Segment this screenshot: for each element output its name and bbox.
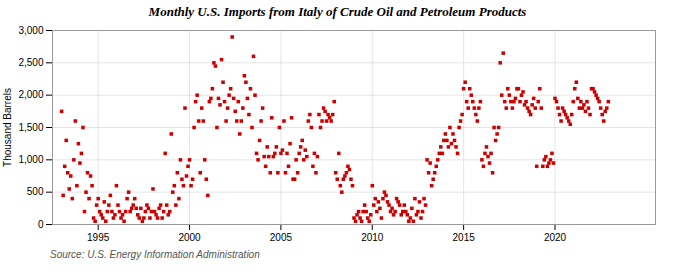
- svg-text:Thousand Barrels: Thousand Barrels: [2, 88, 13, 167]
- svg-text:2010: 2010: [361, 232, 384, 243]
- html-text:Source: U.S. Energy Informatio: Source: U.S. Energy Information Administ…: [50, 249, 260, 260]
- svg-text:3,000: 3,000: [18, 25, 43, 36]
- svg-text:2005: 2005: [270, 232, 293, 243]
- svg-text:1995: 1995: [87, 232, 110, 243]
- svg-text:2000: 2000: [178, 232, 201, 243]
- svg-text:2,500: 2,500: [18, 57, 43, 68]
- svg-text:1,000: 1,000: [18, 154, 43, 165]
- svg-text:2020: 2020: [544, 232, 567, 243]
- html-text:Monthly U.S. Imports from Ital: Monthly U.S. Imports from Italy of Crude…: [148, 4, 527, 19]
- svg-text:2015: 2015: [453, 232, 476, 243]
- svg-text:1,500: 1,500: [18, 122, 43, 133]
- svg-text:500: 500: [27, 186, 44, 197]
- svg-text:0: 0: [38, 219, 44, 230]
- svg-text:2,000: 2,000: [18, 89, 43, 100]
